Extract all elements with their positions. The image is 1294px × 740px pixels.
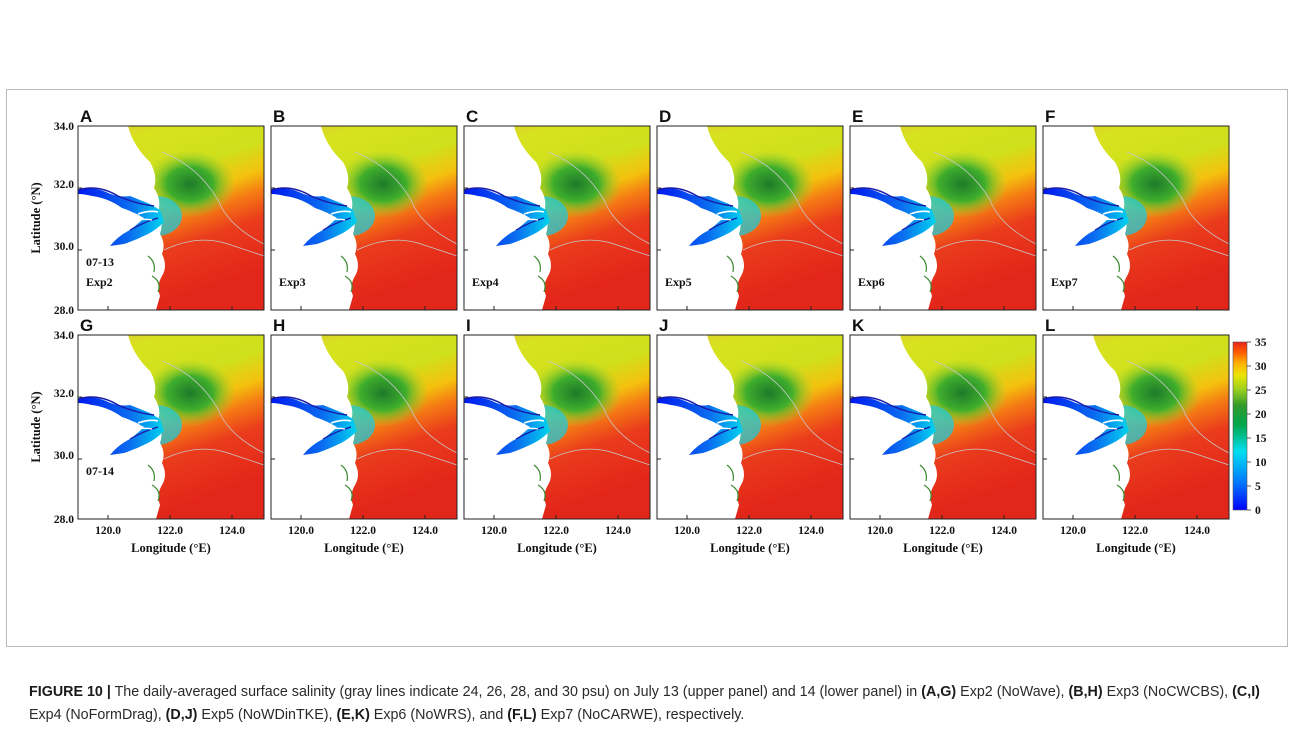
longitude-tick: 122.0: [543, 525, 569, 537]
latitude-axis-title: Latitude (°N): [29, 391, 43, 462]
map-panel-f: F Exp7: [1042, 107, 1230, 311]
salinity-map-grid: A 07-13 Exp2 34.0 32.0 30.0 28.0 Latitude (°N) B…: [29, 107, 1267, 555]
map-panel-k: K 120.0 122.0 124.0 Longitude (°E): [849, 316, 1037, 555]
panel-letter: C: [466, 107, 478, 126]
colorbar-tick: 0: [1255, 505, 1261, 517]
colorbar-tick: 30: [1255, 361, 1267, 373]
map-panel-a: A 07-13 Exp2 34.0 32.0 30.0 28.0 Latitude (°N): [29, 107, 265, 317]
panel-letter: H: [273, 316, 285, 335]
panel-letter: D: [659, 107, 671, 126]
longitude-tick: 122.0: [1122, 525, 1148, 537]
experiment-label: Exp7: [1051, 275, 1078, 289]
salinity-field: [463, 334, 651, 520]
experiment-label: Exp3: [279, 275, 306, 289]
panel-letter: A: [80, 107, 92, 126]
salinity-field: [77, 334, 265, 520]
latitude-tick: 28.0: [54, 514, 74, 526]
longitude-tick: 124.0: [605, 525, 631, 537]
longitude-axis-title: Longitude (°E): [131, 541, 211, 555]
salinity-field: [656, 334, 844, 520]
figure-label: FIGURE 10 |: [29, 684, 111, 700]
salinity-field: [1042, 334, 1230, 520]
colorbar: 35 30 25 20 15 10 5 0: [1232, 337, 1267, 517]
caption-text-1: The daily-averaged surface salinity (gra…: [110, 684, 922, 700]
longitude-tick: 120.0: [867, 525, 893, 537]
date-label: 07-13: [86, 255, 114, 269]
figure-caption: FIGURE 10 | The daily-averaged surface s…: [29, 681, 1279, 727]
longitude-tick: 122.0: [929, 525, 955, 537]
map-panel-b: B Exp3: [270, 107, 458, 311]
caption-text-6: Exp6 (NoWRS), and: [369, 707, 508, 723]
panel-letter: B: [273, 107, 285, 126]
map-panel-g: G 07-14 32.0 30.0 28.0 Latitude (°N) 34.0 120.0…: [29, 316, 265, 555]
longitude-tick: 122.0: [350, 525, 376, 537]
experiment-label: Exp5: [665, 275, 692, 289]
longitude-tick: 124.0: [412, 525, 438, 537]
longitude-axis-title: Longitude (°E): [710, 541, 790, 555]
longitude-tick: 120.0: [288, 525, 314, 537]
salinity-field: [270, 334, 458, 520]
caption-text-4: Exp4 (NoFormDrag),: [29, 707, 166, 723]
caption-text-2: Exp2 (NoWave),: [956, 684, 1069, 700]
map-panel-e: E Exp6: [849, 107, 1037, 311]
caption-text-7: Exp7 (NoCARWE), respectively.: [536, 707, 745, 723]
latitude-axis-title: Latitude (°N): [29, 182, 43, 253]
longitude-tick: 122.0: [736, 525, 762, 537]
caption-panels-ci: (C,I): [1232, 684, 1260, 700]
longitude-tick: 120.0: [95, 525, 121, 537]
longitude-tick: 122.0: [157, 525, 183, 537]
map-panel-d: D Exp5: [656, 107, 844, 311]
colorbar-tick: 20: [1255, 409, 1267, 421]
colorbar-tick: 25: [1255, 385, 1267, 397]
longitude-tick: 124.0: [798, 525, 824, 537]
panel-letter: G: [80, 316, 93, 335]
caption-panels-dj: (D,J): [165, 707, 198, 723]
caption-panels-fl: (F,L): [507, 707, 537, 723]
latitude-tick: 30.0: [54, 450, 74, 462]
caption-panels-ek: (E,K): [336, 707, 370, 723]
map-panel-j: J 120.0 122.0 124.0 Longitude (°E): [656, 316, 844, 555]
longitude-tick: 120.0: [481, 525, 507, 537]
map-panel-l: L 120.0 122.0 124.0 Longitude (°E): [1042, 316, 1230, 555]
colorbar-tick: 5: [1255, 481, 1261, 493]
longitude-axis-title: Longitude (°E): [324, 541, 404, 555]
panel-letter: F: [1045, 107, 1055, 126]
latitude-tick: 28.0: [54, 305, 74, 317]
longitude-axis-title: Longitude (°E): [517, 541, 597, 555]
colorbar-bar: [1232, 341, 1248, 511]
panel-letter: E: [852, 107, 863, 126]
map-panel-i: I 120.0 122.0 124.0 Longitude (°E): [463, 316, 651, 555]
panel-letter: J: [659, 316, 668, 335]
latitude-tick: 34.0: [54, 330, 74, 342]
panel-letter: K: [852, 316, 865, 335]
map-panel-h: H 120.0 122.0 124.0 Longitude (°E): [270, 316, 458, 555]
figure-frame: A 07-13 Exp2 34.0 32.0 30.0 28.0 Latitude (°N) B…: [6, 89, 1288, 723]
salinity-field: [849, 334, 1037, 520]
caption-text-3: Exp3 (NoCWCBS),: [1102, 684, 1233, 700]
longitude-tick: 124.0: [1184, 525, 1210, 537]
colorbar-tick: 15: [1255, 433, 1267, 445]
latitude-tick: 30.0: [54, 241, 74, 253]
latitude-tick: 32.0: [54, 388, 74, 400]
caption-panels-ag: (A,G): [921, 684, 957, 700]
longitude-tick: 124.0: [219, 525, 245, 537]
caption-text-5: Exp5 (NoWDinTKE),: [197, 707, 337, 723]
latitude-tick: 32.0: [54, 179, 74, 191]
longitude-axis-title: Longitude (°E): [1096, 541, 1176, 555]
latitude-tick: 34.0: [54, 121, 74, 133]
longitude-tick: 120.0: [1060, 525, 1086, 537]
date-label: 07-14: [86, 464, 114, 478]
experiment-label: Exp2: [86, 275, 113, 289]
longitude-tick: 120.0: [674, 525, 700, 537]
colorbar-tick: 35: [1255, 337, 1267, 349]
caption-panels-bh: (B,H): [1068, 684, 1103, 700]
map-panel-c: C Exp4: [463, 107, 651, 311]
longitude-tick: 124.0: [991, 525, 1017, 537]
panel-letter: I: [466, 316, 471, 335]
experiment-label: Exp6: [858, 275, 885, 289]
experiment-label: Exp4: [472, 275, 499, 289]
longitude-axis-title: Longitude (°E): [903, 541, 983, 555]
panel-letter: L: [1045, 316, 1055, 335]
colorbar-tick: 10: [1255, 457, 1267, 469]
